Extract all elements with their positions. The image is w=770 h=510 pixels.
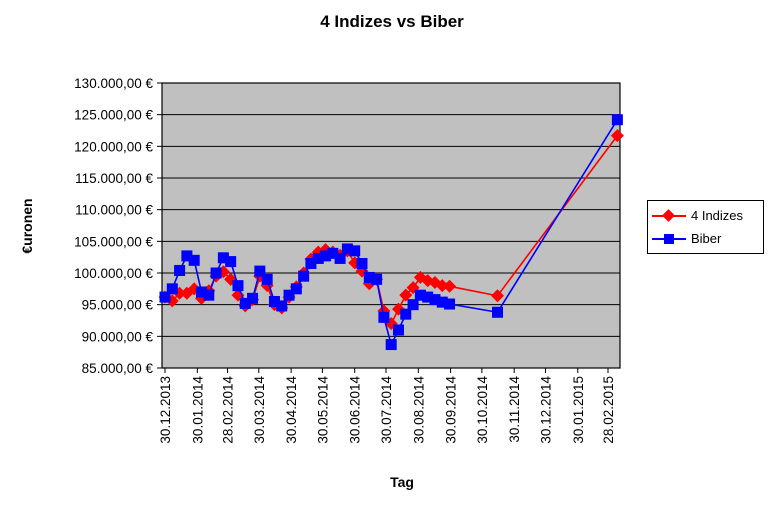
marker-square: [239, 297, 251, 309]
marker-square: [312, 252, 324, 264]
y-tick-label: 125.000,00 €: [74, 108, 153, 123]
x-tick-label: 28.02.2015: [601, 376, 616, 444]
marker-square: [188, 254, 200, 266]
marker-square: [363, 271, 375, 283]
marker-square: [290, 283, 302, 295]
marker-diamond: [319, 243, 333, 257]
marker-diamond: [610, 129, 624, 143]
marker-square: [298, 270, 310, 282]
marker-diamond: [165, 294, 179, 308]
marker-square: [356, 258, 368, 269]
legend-label: Biber: [691, 231, 722, 246]
chart-title: 4 Indizes vs Biber: [320, 12, 464, 31]
marker-square: [268, 296, 280, 307]
y-tick-label: 115.000,00 €: [75, 171, 153, 186]
marker-square: [159, 291, 171, 303]
x-tick-label: 28.02.2014: [221, 376, 236, 444]
x-tick-label: 30.03.2014: [252, 376, 267, 444]
marker-square: [334, 252, 346, 264]
marker-square: [305, 258, 317, 269]
y-tick-label: 95.000,00 €: [82, 298, 154, 313]
plot-border: [161, 82, 621, 369]
legend-label: 4 Indizes: [691, 208, 744, 223]
y-tick-label: 120.000,00 €: [74, 139, 153, 154]
marker-square: [261, 273, 273, 285]
marker-square: [444, 298, 456, 310]
marker-diamond: [435, 279, 449, 293]
diamond-marker-icon: [652, 209, 686, 222]
legend: 4 Indizes Biber: [647, 200, 764, 254]
marker-square: [247, 292, 259, 304]
marker-square: [320, 250, 332, 262]
x-tick-label: 30.11.2014: [507, 376, 522, 443]
y-tick-label: 110.000,00 €: [75, 203, 153, 218]
marker-square: [400, 308, 412, 320]
marker-diamond: [399, 288, 413, 302]
marker-square: [166, 283, 178, 295]
marker-square: [407, 299, 419, 311]
y-tick-label: 130.000,00 €: [74, 76, 153, 91]
marker-square: [422, 291, 434, 303]
x-tick-label: 30.04.2014: [284, 376, 299, 444]
x-tick-label: 30.01.2015: [571, 376, 586, 444]
x-axis-title: Tag: [390, 474, 414, 490]
marker-square: [276, 300, 288, 312]
marker-square: [436, 296, 448, 308]
marker-square: [429, 294, 441, 306]
x-tick-label: 30.07.2014: [379, 376, 394, 444]
square-marker-icon: [652, 232, 686, 245]
x-tick-label: 30.05.2014: [315, 376, 330, 444]
legend-item-4-indizes: 4 Indizes: [652, 206, 759, 225]
marker-square: [385, 339, 397, 351]
marker-square: [349, 245, 361, 257]
marker-square: [210, 267, 222, 279]
marker-square: [174, 264, 186, 276]
y-tick-label: 85.000,00 €: [82, 361, 154, 376]
x-tick-label: 30.09.2014: [444, 376, 459, 444]
x-tick-label: 30.01.2014: [190, 376, 205, 444]
marker-square: [327, 247, 339, 259]
marker-square: [195, 286, 207, 298]
marker-square: [378, 311, 390, 323]
marker-square: [283, 289, 295, 301]
y-tick-label: 100.000,00 €: [74, 266, 153, 281]
x-tick-label: 30.08.2014: [411, 376, 426, 444]
y-tick-label: 105.000,00 €: [74, 234, 153, 249]
marker-diamond: [491, 289, 505, 303]
x-tick-label: 30.06.2014: [348, 376, 363, 444]
marker-square: [492, 306, 504, 318]
marker-square: [203, 289, 215, 301]
marker-square: [392, 324, 404, 336]
marker-square: [181, 250, 193, 262]
marker-square: [611, 114, 623, 126]
x-tick-label: 30.10.2014: [475, 376, 490, 444]
legend-item-biber: Biber: [652, 229, 759, 248]
y-tick-label: 90.000,00 €: [82, 329, 154, 344]
x-tick-label: 30.12.2013: [158, 376, 173, 444]
marker-diamond: [443, 279, 457, 293]
marker-square: [217, 252, 229, 264]
marker-square: [232, 280, 244, 292]
marker-square: [225, 256, 237, 268]
x-tick-label: 30.12.2014: [538, 376, 553, 444]
marker-square: [341, 243, 353, 255]
marker-square: [254, 265, 266, 277]
marker-square: [414, 289, 426, 301]
marker-square: [371, 273, 383, 285]
